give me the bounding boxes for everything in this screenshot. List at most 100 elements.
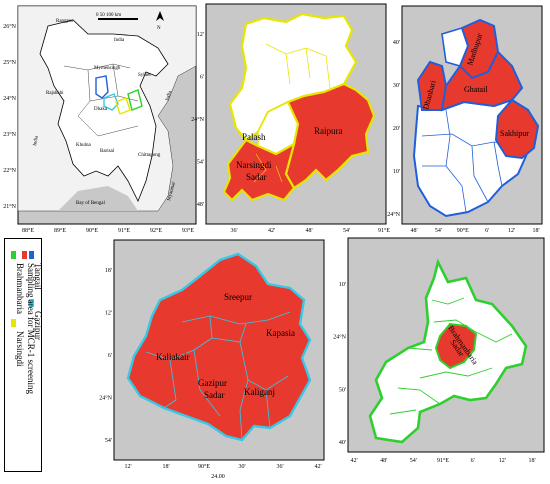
label-mymensingh: Mymensingh [94,66,121,71]
upazila-boundaries-south [421,109,521,213]
longitude-ticks: 42' 48' 54' 91°E 6' 12' 18' [350,457,535,464]
label-sadar: Sadar [246,172,267,182]
label-myanmar: Myanmar [167,181,177,201]
ghatail-area [440,50,524,112]
longitude-tick-label: 6' [471,458,475,464]
latitude-tick-label: 25°N [3,59,16,66]
longitude-tick-label: 42' [268,228,275,234]
sadar-inner-lines [253,153,283,183]
latitude-tick-label: 10' [393,169,400,175]
extra-tick-label: 24.00 [211,474,225,480]
bangladesh-overview-map: Rangpur India Mymensingh Sylhet Rajshahi… [3,5,197,234]
longitude-ticks: 88°E 89°E 90°E 91°E 92°E 93°E [22,227,194,234]
latitude-ticks: 40' 30' 20' 10' 24°N [387,40,400,218]
label-gazipur-sadar: Sadar [204,390,225,400]
label-palash: Palash [242,132,266,142]
label-india-west: India [33,135,40,147]
latitude-tick-label: 26°N [3,23,16,30]
tangail-outline [95,75,109,99]
latitude-tick-label: 12' [197,32,204,38]
latitude-tick-label: 30' [393,83,400,89]
longitude-tick-label: 12' [124,464,131,470]
legend-graphic: Tangail Gazipur Brahmanbaria Narsingdi S… [11,251,41,394]
label-kaliganj: Kaliganj [244,387,275,397]
scale-bar [98,18,138,20]
longitude-tick-label: 48' [380,458,387,464]
north-label: N [157,26,161,31]
bangladesh-outline [39,19,169,202]
legend-label-brahmanbaria: Brahmanbaria [15,263,25,314]
narsingdi-sadar-area [222,138,296,202]
longitude-tick-label: 90°E [198,463,210,470]
tangail-map: Dhanbari Madhupur Ghatail Sakhipur 40'30… [387,5,543,234]
latitude-ticks: 12' 6' 24°N 54' 48' [191,32,204,208]
latitude-tick-label: 54' [105,438,112,444]
legend-label-sampling-area: Sampling area for MCR-1 screening [26,263,36,394]
longitude-tick-label: 92°E [150,227,162,234]
north-arrow-icon [156,11,164,21]
latitude-ticks: 10' 24°N 50' 40' [333,282,346,446]
label-narsingdi: Narsingdi [236,160,272,170]
latitude-tick-label: 24°N [99,395,112,402]
scale-text: 0 50 100 km [96,13,121,18]
label-sreepur: Sreepur [224,292,252,302]
map-legend: Tangail Gazipur Brahmanbaria Narsingdi S… [4,238,42,472]
longitude-tick-label: 54' [410,458,417,464]
legend-swatch-narsingdi [11,319,16,327]
label-sakhipur: Sakhipur [500,129,529,138]
latitude-tick-label: 21°N [3,203,16,210]
longitude-tick-label: 12' [508,228,515,234]
latitude-tick-label: 24°N [333,334,346,341]
sakhipur-area [494,98,540,160]
label-khulna: Khulna [76,143,92,148]
label-kaliakair: Kaliakair [156,352,189,362]
upazila-boundaries-north [265,43,331,89]
longitude-tick-label: 91°E [437,457,449,464]
longitude-tick-label: 91°E [118,227,130,234]
gazipur-outline [103,93,119,111]
latitude-tick-label: 18' [105,268,112,274]
gazipur-map: Sreepur Kapasia Kaliakair Gazipur Sadar … [99,239,325,480]
longitude-ticks: 12' 18' 90°E 30' 36' 42' [124,463,321,470]
latitude-tick-label: 24°N [3,95,16,102]
label-india-north: India [114,38,125,43]
longitude-tick-label: 89°E [54,227,66,234]
brahmanbaria-upazila-boundaries [389,297,513,415]
gazipur-district-area [126,252,312,442]
narsingdi-map: Palash Raipura Narsingdi Sadar 12' 6' 24°N… [191,3,390,234]
legend-label-tangail: Tangail [33,263,41,290]
label-rangpur: Rangpur [56,19,74,24]
latitude-tick-label: 24°N [191,116,204,123]
longitude-tick-label: 42' [350,458,357,464]
label-rajshahi: Rajshahi [46,91,64,96]
legend-swatch-tangail [29,251,34,259]
latitude-tick-label: 40' [393,40,400,46]
label-sylhet: Sylhet [138,73,151,78]
latitude-tick-label: 48' [197,202,204,208]
longitude-tick-label: 90°E [86,227,98,234]
label-kapasia: Kapasia [266,328,295,338]
latitude-tick-label: 12' [105,311,112,317]
longitude-tick-label: 30' [238,464,245,470]
longitude-tick-label: 36' [276,464,283,470]
division-boundaries [63,63,139,137]
longitude-tick-label: 18' [162,464,169,470]
brahmanbaria-outline [127,89,143,111]
label-dhaka: Dhaka [94,107,108,112]
brahmanbaria-sadar-area [434,322,478,370]
latitude-ticks: 18' 12' 6' 24°N 54' [99,268,112,444]
longitude-tick-label: 42' [314,464,321,470]
legend-swatch-sampling-area [22,251,27,259]
longitude-ticks: 36' 42' 48' 54' 91°E [230,227,390,234]
legend-label-narsingdi: Narsingdi [15,331,25,367]
latitude-tick-label: 24°N [387,211,400,218]
longitude-tick-label: 54' [343,228,350,234]
longitude-tick-label: 36' [230,228,237,234]
label-ghatail: Ghatail [464,85,488,94]
legend-swatch-brahmanbaria [11,251,16,259]
label-barisal: Barisal [100,149,115,154]
label-india-east: India [165,90,173,102]
bay-water [58,186,138,211]
legend-swatch-gazipur [29,299,34,307]
legend-label-gazipur: Gazipur [33,311,41,340]
